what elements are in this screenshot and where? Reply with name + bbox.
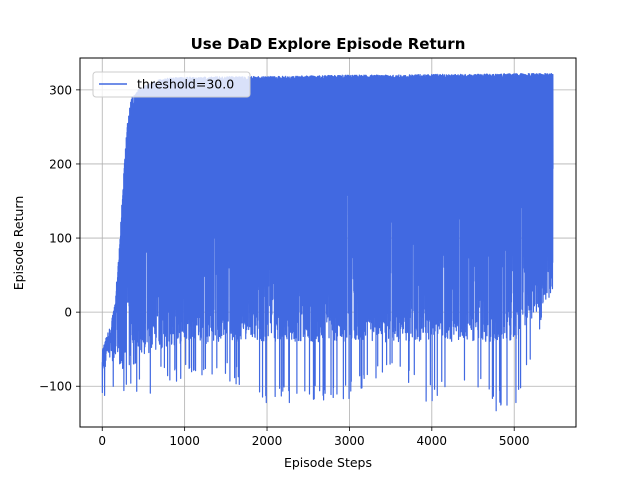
x-axis-title: Episode Steps [284, 455, 372, 470]
series-line-threshold [101, 72, 554, 412]
y-axis-title: Episode Return [11, 196, 26, 291]
legend-label-threshold: threshold=30.0 [137, 77, 234, 92]
plot-frame [79, 57, 577, 428]
y-tick-label: 200 [49, 157, 72, 171]
x-tick-label: 0 [98, 434, 106, 448]
x-tick-label: 4000 [417, 434, 448, 448]
series-layer [101, 72, 554, 412]
legend-box [92, 71, 251, 98]
y-tick-label: −100 [39, 380, 72, 394]
legend: threshold=30.0 [92, 71, 251, 98]
chart-title: Use DaD Explore Episode Return [191, 35, 466, 53]
x-tick-label: 5000 [499, 434, 530, 448]
y-tick-label: 100 [49, 232, 72, 246]
tick-layer: 0 1000 2000 3000 4000 5000 −100 0 100 200 300 [39, 83, 529, 448]
x-tick-label: 2000 [252, 434, 283, 448]
x-tick-label: 1000 [169, 434, 200, 448]
y-tick-label: 300 [49, 83, 72, 97]
x-tick-label: 3000 [334, 434, 365, 448]
y-tick-label: 0 [64, 306, 72, 320]
